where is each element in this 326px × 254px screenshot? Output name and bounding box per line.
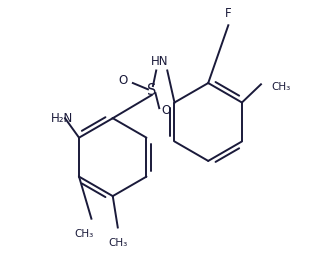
Text: O: O <box>162 104 171 117</box>
Text: CH₃: CH₃ <box>74 229 94 239</box>
Text: HN: HN <box>151 55 168 68</box>
Text: O: O <box>119 74 128 87</box>
Text: S: S <box>147 83 156 98</box>
Text: F: F <box>225 7 232 20</box>
Text: H₂N: H₂N <box>51 112 73 125</box>
Text: CH₃: CH₃ <box>271 82 290 92</box>
Text: CH₃: CH₃ <box>108 237 127 248</box>
